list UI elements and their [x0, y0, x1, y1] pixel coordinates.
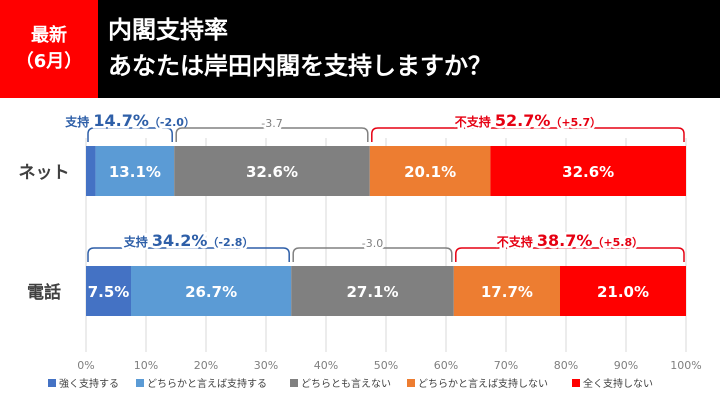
- page-subtitle: あなたは岸田内閣を支持しますか？: [108, 52, 492, 80]
- bar-segment: [560, 266, 686, 316]
- legend-swatch: [572, 379, 580, 387]
- x-tick-label: 60%: [434, 359, 458, 372]
- legend-label: 全く支持しない: [583, 377, 653, 390]
- bar-segment: [95, 146, 175, 196]
- bar-segment: [174, 146, 370, 196]
- bracket: [87, 247, 290, 262]
- x-tick-label: 40%: [314, 359, 338, 372]
- annotation-prefix: 不支持: [455, 114, 495, 129]
- bracket: [292, 247, 453, 262]
- annotation-label: 支持 34.2%（-2.8）: [123, 231, 254, 250]
- bar-segment: [131, 266, 292, 316]
- annotation-prefix: 支持: [64, 114, 93, 129]
- annotation-value: 34.2%: [152, 231, 208, 250]
- x-tick-label: 80%: [554, 359, 578, 372]
- annotation-label: 支持 14.7%（-2.0）: [64, 111, 195, 130]
- data-label: 32.6%: [246, 163, 298, 181]
- data-label: 17.7%: [481, 283, 533, 301]
- x-tick-label: 70%: [494, 359, 518, 372]
- annotation-change: （-2.8）: [207, 236, 253, 249]
- legend-label: どちらかと言えば支持する: [147, 377, 267, 390]
- annotation-label: 不支持 52.7%（+5.7）: [455, 111, 601, 130]
- x-tick-label: 90%: [614, 359, 638, 372]
- x-tick-label: 30%: [254, 359, 278, 372]
- data-label: 32.6%: [562, 163, 614, 181]
- category-label: 電話: [27, 282, 61, 303]
- data-label: 26.7%: [185, 283, 237, 301]
- annotation-value: 38.7%: [537, 231, 593, 250]
- bracket: [371, 127, 685, 142]
- bar-segment: [86, 146, 96, 196]
- annotation-change: -3.7: [261, 117, 282, 130]
- annotation-change: （+5.8）: [592, 236, 643, 249]
- x-tick-label: 50%: [374, 359, 398, 372]
- bar-segment: [490, 146, 686, 196]
- bar-segment: [86, 266, 131, 316]
- data-label: 13.1%: [109, 163, 161, 181]
- data-label: 21.0%: [597, 283, 649, 301]
- bar-segment: [453, 266, 560, 316]
- data-label: 20.1%: [404, 163, 456, 181]
- latest-badge: 最新 （6月）: [0, 0, 98, 98]
- data-label: 7.5%: [88, 283, 130, 301]
- badge-line2: （6月）: [15, 51, 83, 72]
- page-title: 内閣支持率: [108, 16, 228, 44]
- data-label: 27.1%: [346, 283, 398, 301]
- annotation-label: -3.7: [261, 117, 282, 130]
- x-tick-label: 20%: [194, 359, 218, 372]
- legend-swatch: [407, 379, 415, 387]
- annotation-label: 不支持 38.7%（+5.8）: [497, 231, 643, 250]
- annotation-change: -3.0: [362, 237, 383, 250]
- bar-segment: [369, 146, 491, 196]
- annotation-change: （+5.7）: [550, 116, 601, 129]
- legend-label: どちらとも言えない: [301, 377, 391, 390]
- category-label: ネット: [19, 163, 70, 183]
- legend-swatch: [48, 379, 56, 387]
- header-bar: [0, 0, 720, 98]
- x-tick-label: 0%: [77, 359, 94, 372]
- title-block: 内閣支持率 あなたは岸田内閣を支持しますか？: [108, 12, 492, 84]
- legend-swatch: [136, 379, 144, 387]
- stacked-bar-chart: 0% 10% 20% 30% 40% 50% 60% 70% 80% 90% 100% ネット 13.1…: [19, 109, 702, 391]
- legend-label: どちらかと言えば支持しない: [418, 377, 548, 390]
- bar-segment: [291, 266, 454, 316]
- x-tick-label: 100%: [670, 359, 701, 372]
- annotation-prefix: 不支持: [497, 234, 537, 249]
- x-tick-label: 10%: [134, 359, 158, 372]
- annotation-value: 52.7%: [495, 111, 551, 130]
- annotation-change: （-2.0）: [149, 116, 195, 129]
- annotation-label: -3.0: [362, 237, 383, 250]
- annotation-prefix: 支持: [123, 234, 152, 249]
- bracket: [455, 247, 685, 262]
- annotation-value: 14.7%: [93, 111, 149, 130]
- legend-label: 強く支持する: [59, 377, 119, 390]
- badge-line1: 最新: [31, 25, 67, 46]
- bracket: [87, 127, 173, 142]
- legend-swatch: [290, 379, 298, 387]
- bracket: [175, 127, 369, 142]
